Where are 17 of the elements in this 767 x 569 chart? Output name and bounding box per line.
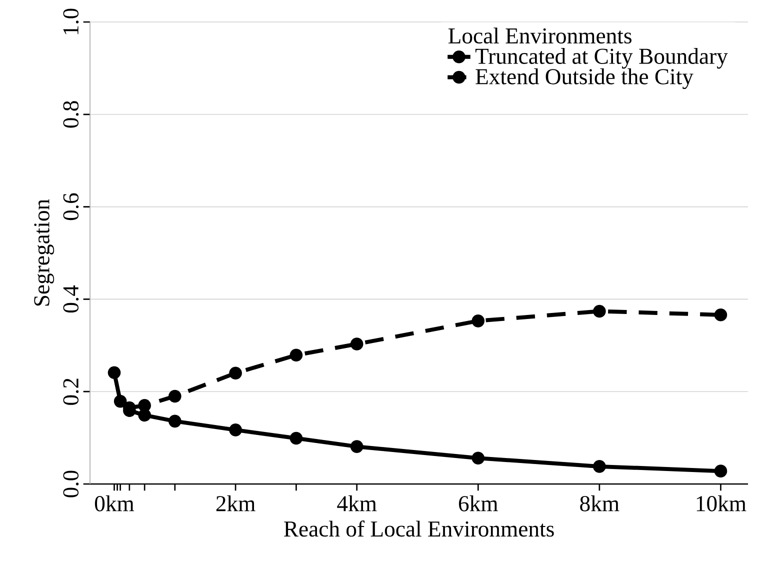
y-tick-label: 1.0 [63, 8, 79, 34]
y-tick-label: 0.6 [63, 193, 79, 220]
x-tick-label: 8km [580, 495, 620, 512]
y-tick-label: 0.8 [63, 101, 79, 128]
y-tick-label: 0.4 [63, 285, 79, 313]
x-tick-label: 6km [458, 495, 498, 512]
legend-label: Extend Outside the City [476, 68, 694, 90]
y-tick-label: 0.2 [63, 378, 79, 405]
legend-title: Local Environments [448, 28, 632, 44]
y-tick-label: 0.0 [63, 470, 79, 498]
x-axis-title: Reach of Local Environments [284, 520, 554, 537]
y-axis-title: Segregation [34, 199, 54, 306]
x-tick-label: 10km [696, 495, 746, 512]
x-tick-label: 0km [94, 495, 134, 512]
x-tick-label: 4km [337, 495, 377, 512]
legend-label: Truncated at City Boundary [475, 48, 728, 69]
x-tick-label: 2km [216, 495, 256, 512]
